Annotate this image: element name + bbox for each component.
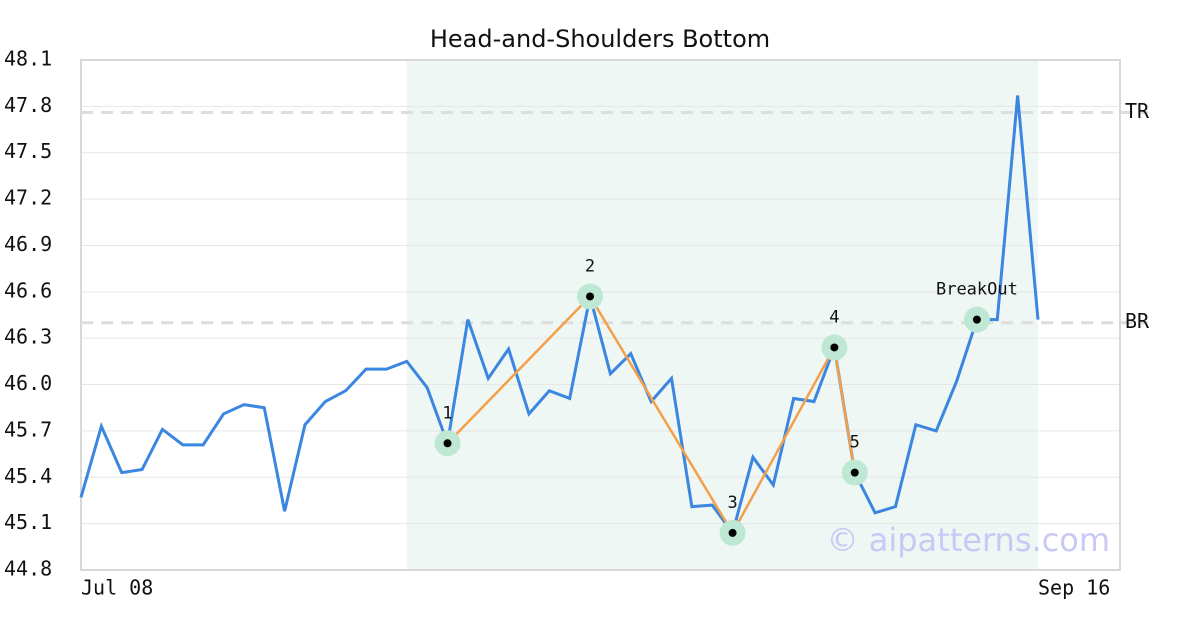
pattern-point [586,292,595,301]
y-tick-label: 47.8 [4,93,52,117]
pattern-point-label: BreakOut [936,280,1018,300]
y-tick-label: 47.2 [4,186,52,210]
pattern-point-label: 3 [727,493,737,513]
pattern-point-label: 1 [442,403,452,423]
y-tick-label: 46.9 [4,232,52,256]
y-tick-label: 45.4 [4,464,52,488]
y-tick-label: 47.5 [4,139,52,163]
y-tick-label: 46.3 [4,325,52,349]
y-tick-label: 44.8 [4,557,52,581]
pattern-point-label: 5 [850,433,860,453]
level-label: BR [1125,309,1150,333]
y-tick-label: 46.6 [4,278,52,302]
pattern-point [443,439,452,448]
chart-title: Head-and-Shoulders Bottom [430,25,770,53]
plot-frame [80,59,1121,571]
x-tick-label: Sep 16 [1038,576,1110,600]
pattern-point [830,343,839,352]
y-tick-label: 45.1 [4,510,52,534]
x-tick-label: Jul 08 [81,576,153,600]
pattern-point [728,528,737,537]
pattern-point [972,315,981,324]
pattern-point [850,468,859,477]
level-label: TR [1125,99,1150,123]
pattern-point-label: 2 [585,256,595,276]
price-line [79,95,1040,537]
watermark: © aipatterns.com [827,521,1110,559]
y-tick-label: 46.0 [4,371,52,395]
pattern-point-label: 4 [829,307,839,327]
y-tick-label: 48.1 [4,47,52,71]
pattern-region [406,60,1038,570]
y-tick-label: 45.7 [4,417,52,441]
